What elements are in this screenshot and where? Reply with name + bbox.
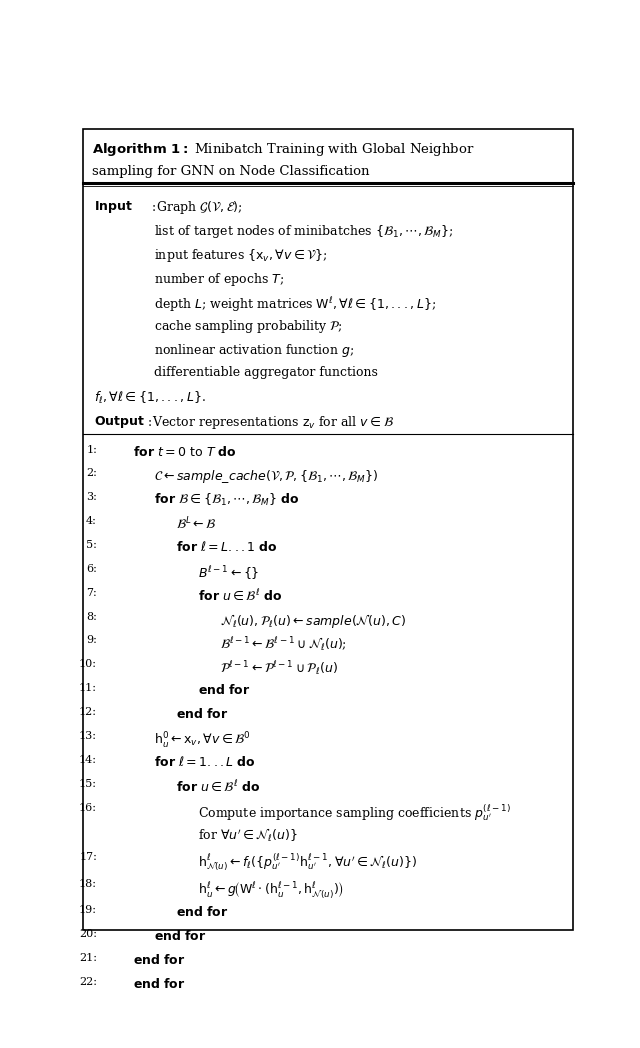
Text: 22:: 22:	[79, 977, 97, 987]
Text: $\mathbf{for}\ u \in \mathcal{B}^\ell\ \mathbf{do}$: $\mathbf{for}\ u \in \mathcal{B}^\ell\ \…	[176, 779, 260, 794]
Text: $\mathbf{end\ for}$: $\mathbf{end\ for}$	[132, 977, 185, 990]
Text: 17:: 17:	[79, 852, 97, 861]
Text: $\mathcal{B}^{\ell-1} \leftarrow \mathcal{B}^{\ell-1} \cup \mathcal{N}_\ell(u)$;: $\mathcal{B}^{\ell-1} \leftarrow \mathca…	[220, 635, 346, 654]
Text: 12:: 12:	[79, 707, 97, 717]
Text: $f_\ell, \forall\ell \in \{1,...,L\}$.: $f_\ell, \forall\ell \in \{1,...,L\}$.	[94, 390, 206, 407]
Text: :Graph $\mathcal{G}(\mathcal{V},\mathcal{E})$;: :Graph $\mathcal{G}(\mathcal{V},\mathcal…	[140, 199, 243, 216]
Text: $\mathbf{for}\ \ell = L\mathrm{...}1\ \mathbf{do}$: $\mathbf{for}\ \ell = L\mathrm{...}1\ \m…	[176, 540, 278, 554]
Text: 11:: 11:	[79, 683, 97, 693]
Text: for $\forall u^\prime \in \mathcal{N}_\ell(u)\}$: for $\forall u^\prime \in \mathcal{N}_\e…	[198, 827, 298, 844]
Text: $\mathbf{end\ for}$: $\mathbf{end\ for}$	[132, 953, 185, 967]
Text: $\mathbf{for}\ \mathcal{B} \in \{\mathcal{B}_1, \cdots, \mathcal{B}_M\}\ \mathbf: $\mathbf{for}\ \mathcal{B} \in \{\mathca…	[154, 493, 300, 508]
Text: 14:: 14:	[79, 755, 97, 765]
Text: list of target nodes of minibatches $\{\mathcal{B}_1, \cdots, \mathcal{B}_M\}$;: list of target nodes of minibatches $\{\…	[154, 223, 454, 240]
Text: $\mathbf{Algorithm\ 1:}$ Minibatch Training with Global Neighbor: $\mathbf{Algorithm\ 1:}$ Minibatch Train…	[92, 141, 475, 158]
Text: depth $L$; weight matrices $\mathrm{W}^\ell, \forall\ell \in \{1,...,L\}$;: depth $L$; weight matrices $\mathrm{W}^\…	[154, 294, 436, 313]
Text: number of epochs $T$;: number of epochs $T$;	[154, 270, 285, 288]
Text: $\mathbf{end\ for}$: $\mathbf{end\ for}$	[176, 905, 228, 919]
Text: $\mathbf{end\ for}$: $\mathbf{end\ for}$	[176, 707, 228, 721]
Text: 20:: 20:	[79, 930, 97, 939]
Text: $\mathbf{Output}$: $\mathbf{Output}$	[94, 414, 145, 430]
Text: input features $\{\mathrm{x}_v, \forall v \in \mathcal{V}\}$;: input features $\{\mathrm{x}_v, \forall …	[154, 247, 328, 264]
Text: 10:: 10:	[79, 659, 97, 670]
Text: $\mathrm{h}_{\mathcal{N}(u)}^\ell \leftarrow f_\ell(\{p_{u^\prime}^{(\ell-1)}\ma: $\mathrm{h}_{\mathcal{N}(u)}^\ell \lefta…	[198, 852, 417, 873]
FancyBboxPatch shape	[83, 129, 573, 930]
Text: 15:: 15:	[79, 779, 97, 789]
Text: 8:: 8:	[86, 612, 97, 621]
Text: $\mathrm{h}_u^\ell \leftarrow g\!\left(\mathrm{W}^\ell \cdot (\mathrm{h}_u^{\ell: $\mathrm{h}_u^\ell \leftarrow g\!\left(\…	[198, 879, 344, 900]
Text: 6:: 6:	[86, 564, 97, 574]
Text: 13:: 13:	[79, 730, 97, 741]
Text: $B^{\ell-1} \leftarrow \{\}$: $B^{\ell-1} \leftarrow \{\}$	[198, 564, 259, 582]
Text: $\mathbf{for}\ u \in \mathcal{B}^\ell\ \mathbf{do}$: $\mathbf{for}\ u \in \mathcal{B}^\ell\ \…	[198, 588, 282, 604]
Text: 9:: 9:	[86, 635, 97, 646]
Text: $\mathcal{N}_\ell(u),\mathcal{P}_\ell(u) \leftarrow \mathit{sample}(\mathcal{N}(: $\mathcal{N}_\ell(u),\mathcal{P}_\ell(u)…	[220, 612, 406, 630]
Text: $\mathbf{Input}$: $\mathbf{Input}$	[94, 199, 133, 215]
Text: $\mathcal{P}^{\ell-1} \leftarrow \mathcal{P}^{\ell-1} \cup \mathcal{P}_\ell(u)$: $\mathcal{P}^{\ell-1} \leftarrow \mathca…	[220, 659, 337, 677]
Text: $\mathrm{h}_u^0 \leftarrow \mathrm{x}_v, \forall v \in \mathcal{B}^0$: $\mathrm{h}_u^0 \leftarrow \mathrm{x}_v,…	[154, 730, 251, 751]
Text: differentiable aggregator functions: differentiable aggregator functions	[154, 366, 378, 379]
Text: $\mathcal{C} \leftarrow \mathit{sample\_cache}(\mathcal{V},\mathcal{P},\{\mathca: $\mathcal{C} \leftarrow \mathit{sample\_…	[154, 468, 379, 485]
Text: nonlinear activation function $g$;: nonlinear activation function $g$;	[154, 343, 355, 359]
Text: 3:: 3:	[86, 493, 97, 502]
Text: $\mathbf{for}\ t = 0\ \mathrm{to}\ T\ \mathbf{do}$: $\mathbf{for}\ t = 0\ \mathrm{to}\ T\ \m…	[132, 444, 236, 459]
Text: cache sampling probability $\mathcal{P}$;: cache sampling probability $\mathcal{P}$…	[154, 319, 344, 335]
Text: :Vector representations $\mathrm{z}_v$ for all $v \in \mathcal{B}$: :Vector representations $\mathrm{z}_v$ f…	[140, 414, 394, 431]
Text: $\mathbf{end\ for}$: $\mathbf{end\ for}$	[198, 683, 250, 697]
Text: 19:: 19:	[79, 905, 97, 915]
Text: 16:: 16:	[79, 803, 97, 812]
Text: 18:: 18:	[79, 879, 97, 889]
Text: $\mathcal{B}^L \leftarrow \mathcal{B}$: $\mathcal{B}^L \leftarrow \mathcal{B}$	[176, 516, 217, 532]
Text: 2:: 2:	[86, 468, 97, 478]
Text: 4:: 4:	[86, 516, 97, 526]
Text: $\mathbf{for}\ \ell = 1\mathrm{...}L\ \mathbf{do}$: $\mathbf{for}\ \ell = 1\mathrm{...}L\ \m…	[154, 755, 256, 769]
Text: 21:: 21:	[79, 953, 97, 963]
Text: Compute importance sampling coefficients $p_{u^\prime}^{(\ell-1)}$: Compute importance sampling coefficients…	[198, 803, 511, 823]
Text: sampling for GNN on Node Classification: sampling for GNN on Node Classification	[92, 165, 370, 178]
Text: 5:: 5:	[86, 540, 97, 550]
Text: 7:: 7:	[86, 588, 97, 597]
Text: $\mathbf{end\ for}$: $\mathbf{end\ for}$	[154, 930, 207, 943]
Text: 1:: 1:	[86, 444, 97, 455]
